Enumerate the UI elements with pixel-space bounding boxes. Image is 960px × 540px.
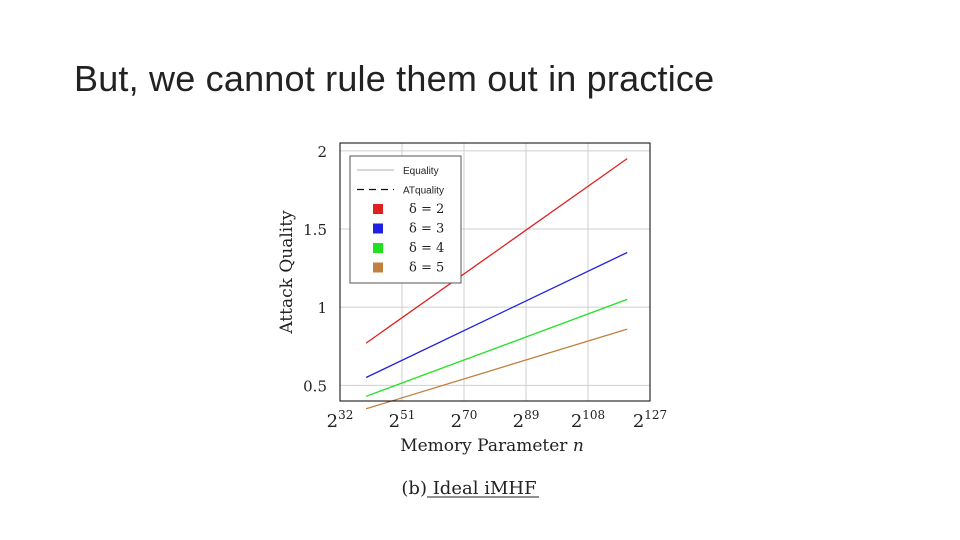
series-line (365, 328, 628, 410)
slide-title: But, we cannot rule them out in practice (74, 58, 715, 99)
figure-caption: (b) Ideal iMHF (401, 478, 536, 499)
x-tick-label: 289 (513, 408, 540, 432)
legend-swatch (373, 262, 383, 273)
legend-swatch (373, 204, 383, 214)
series-line (365, 251, 628, 379)
x-axis-label: Memory Parameter n (400, 436, 584, 456)
x-tick-label: 251 (389, 408, 416, 432)
legend-swatch (373, 223, 383, 234)
legend-label: δ = 3 (409, 222, 444, 237)
y-tick-label: 1 (317, 299, 327, 317)
legend-label: δ = 4 (409, 241, 444, 256)
legend-label: ATquality (403, 186, 444, 197)
series-line (365, 298, 628, 397)
y-tick-label: 1.5 (303, 221, 327, 239)
y-axis-label: Attack Quality (277, 210, 297, 335)
y-tick-label: 0.5 (303, 377, 327, 395)
legend-box (349, 155, 462, 284)
series-line (365, 158, 628, 344)
x-tick-labels: 232 251 270 289 2108 2127 (327, 408, 668, 432)
plot-frame (339, 142, 651, 402)
y-tick-labels: 0.5 1 1.5 2 (303, 143, 327, 396)
legend: Equality ATquality δ = 2 δ = 3 δ = 4 δ = 5 (349, 155, 462, 284)
x-tick-label: 270 (451, 408, 478, 432)
x-tick-label: 232 (327, 408, 354, 432)
x-tick-label: 2127 (633, 408, 667, 432)
y-tick-label: 2 (317, 143, 327, 161)
legend-label: δ = 5 (409, 261, 444, 276)
legend-label: δ = 2 (409, 202, 444, 217)
x-tick-label: 2108 (571, 408, 605, 432)
legend-swatch (373, 243, 383, 253)
series-layer (365, 158, 628, 410)
legend-label: Equality (403, 166, 439, 177)
